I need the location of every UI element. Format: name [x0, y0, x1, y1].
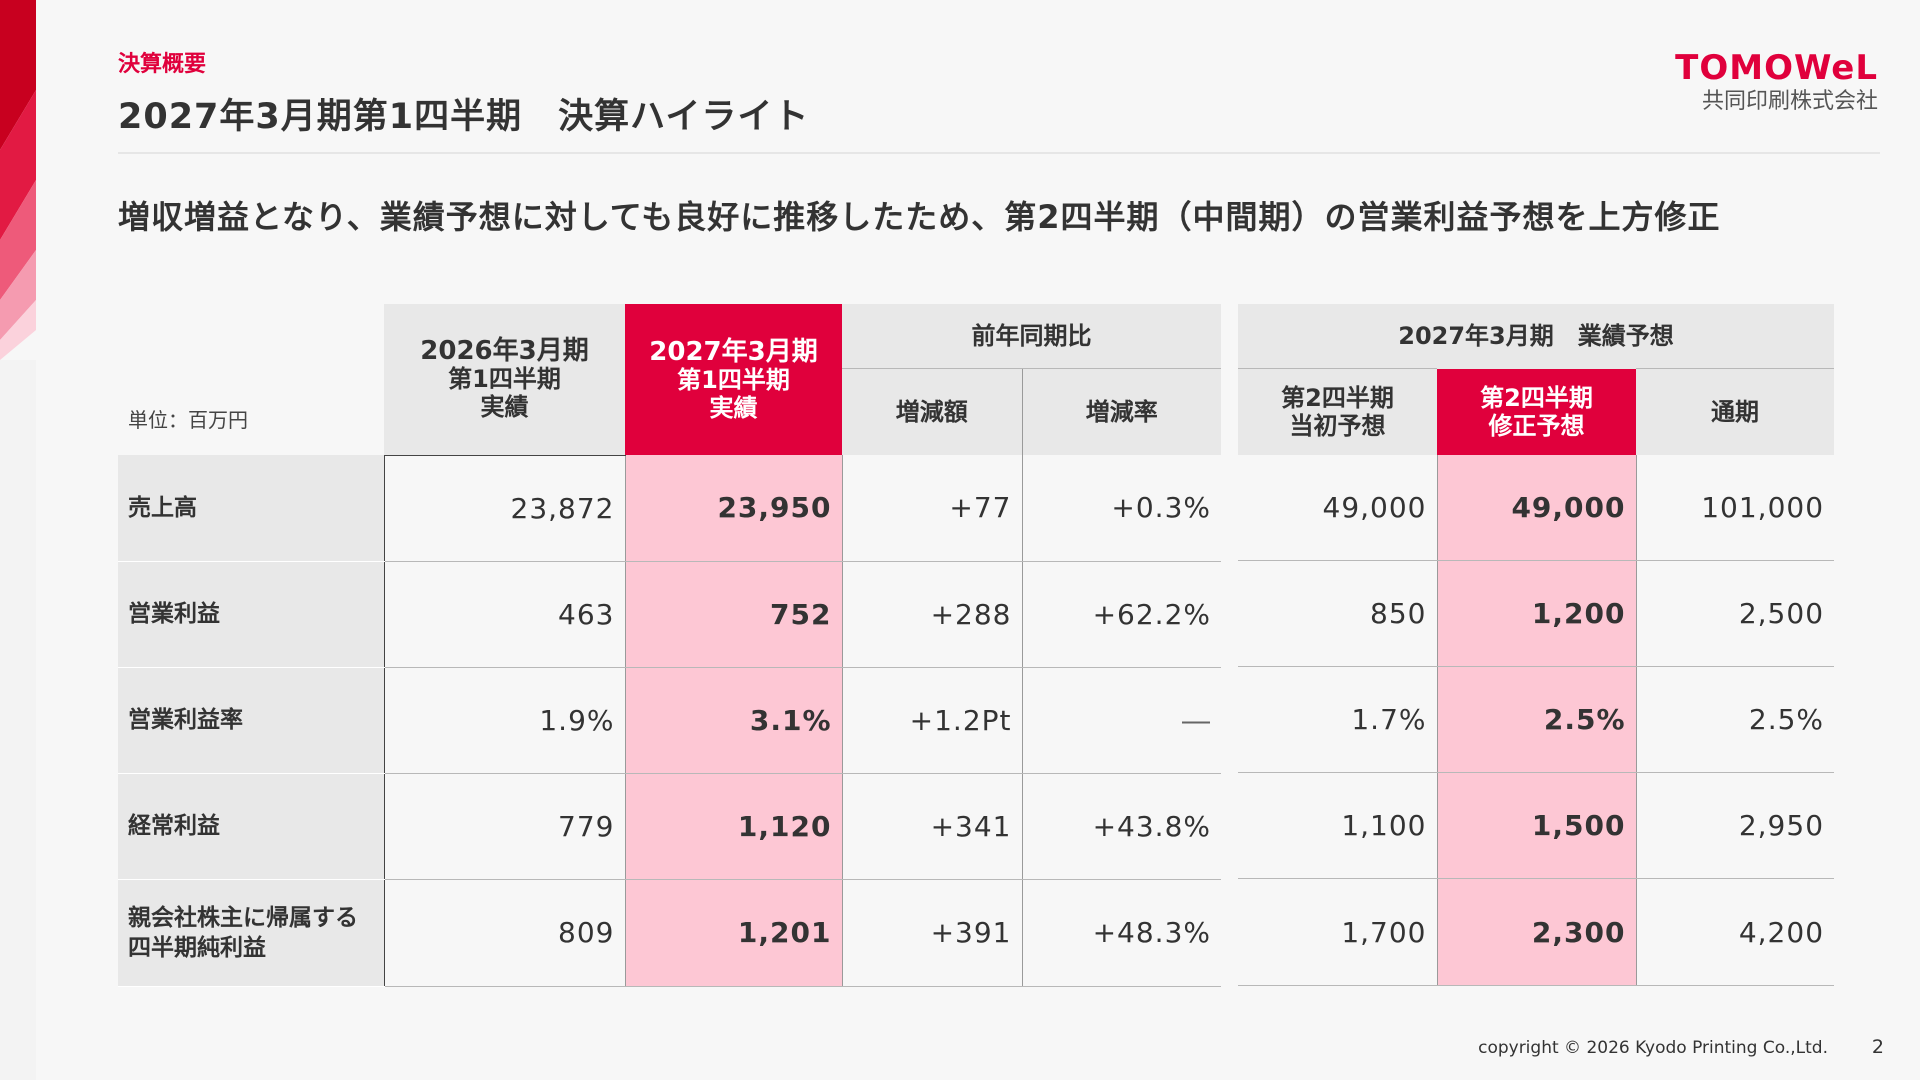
cell-full-year-operating-income: 2,500	[1635, 560, 1835, 667]
cell-rate-operating-margin: ―	[1021, 667, 1221, 774]
cell-diff-net-income: +391	[841, 879, 1022, 987]
col-header-q2-initial: 第2四半期 当初予想	[1238, 368, 1437, 455]
col-header-q2-revised: 第2四半期 修正予想	[1437, 368, 1636, 455]
logo-wordmark: TOMOWeL	[1675, 48, 1878, 88]
cell-q2-revised-ordinary-income: 1,500	[1436, 772, 1636, 879]
cell-q2-initial-ordinary-income: 1,100	[1238, 772, 1437, 879]
cell-curr-sales: 23,950	[624, 455, 842, 562]
headline: 増収増益となり、業績予想に対しても良好に推移したため、第2四半期（中間期）の営業…	[118, 198, 1721, 236]
row-label-operating-margin: 営業利益率	[118, 667, 384, 774]
logo-company-name: 共同印刷株式会社	[1701, 89, 1878, 114]
decorative-accent-strip	[0, 0, 36, 1080]
cell-diff-sales: +77	[841, 455, 1022, 562]
forecast-table: 2027年3月期 業績予想 第2四半期 当初予想 第2四半期 修正予想 通期 4…	[1238, 304, 1835, 986]
section-label: 決算概要	[118, 52, 207, 77]
cell-q2-initial-net-income: 1,700	[1238, 878, 1437, 986]
cell-rate-sales: +0.3%	[1021, 455, 1221, 562]
company-logo: TOMOWeL 共同印刷株式会社	[1675, 50, 1878, 116]
cell-prev-net-income: 809	[383, 879, 625, 987]
cell-q2-initial-operating-income: 850	[1238, 560, 1437, 667]
row-label-sales: 売上高	[118, 455, 384, 562]
cell-diff-operating-income: +288	[841, 561, 1022, 668]
cell-q2-revised-sales: 49,000	[1436, 455, 1636, 561]
col-header-full-year: 通期	[1636, 368, 1835, 455]
row-label-operating-income: 営業利益	[118, 561, 384, 668]
cell-full-year-ordinary-income: 2,950	[1635, 772, 1835, 879]
col-group-yoy: 前年同期比	[842, 304, 1221, 369]
cell-full-year-net-income: 4,200	[1635, 878, 1835, 986]
copyright: copyright © 2026 Kyodo Printing Co.,Ltd.	[1478, 1038, 1828, 1058]
cell-full-year-operating-margin: 2.5%	[1635, 666, 1835, 773]
cell-prev-ordinary-income: 779	[383, 773, 625, 880]
cell-q2-revised-operating-income: 1,200	[1436, 560, 1636, 667]
row-label-ordinary-income: 経常利益	[118, 773, 384, 880]
col-header-prev-actual: 2026年3月期 第1四半期 実績	[384, 304, 625, 455]
cell-curr-net-income: 1,201	[624, 879, 842, 987]
cell-q2-revised-net-income: 2,300	[1436, 878, 1636, 986]
cell-diff-operating-margin: +1.2Pt	[841, 667, 1022, 774]
results-table: 単位：百万円 2026年3月期 第1四半期 実績 2027年3月期 第1四半期 …	[118, 304, 1221, 987]
cell-q2-initial-sales: 49,000	[1238, 455, 1437, 561]
cell-curr-ordinary-income: 1,120	[624, 773, 842, 880]
cell-rate-ordinary-income: +43.8%	[1021, 773, 1221, 880]
col-header-change-rate: 増減率	[1021, 368, 1221, 455]
col-header-change-amount: 増減額	[842, 368, 1022, 455]
title-divider	[118, 152, 1880, 154]
cell-q2-initial-operating-margin: 1.7%	[1238, 666, 1437, 773]
cell-q2-revised-operating-margin: 2.5%	[1436, 666, 1636, 773]
col-header-curr-actual: 2027年3月期 第1四半期 実績	[625, 304, 842, 455]
cell-prev-operating-income: 463	[383, 561, 625, 668]
cell-prev-sales: 23,872	[383, 454, 625, 562]
cell-diff-ordinary-income: +341	[841, 773, 1022, 880]
cell-rate-net-income: +48.3%	[1021, 879, 1221, 987]
cell-full-year-sales: 101,000	[1635, 455, 1835, 561]
unit-label: 単位：百万円	[118, 304, 384, 455]
row-label-net-income: 親会社株主に帰属する 四半期純利益	[118, 879, 384, 987]
cell-curr-operating-income: 752	[624, 561, 842, 668]
col-group-forecast: 2027年3月期 業績予想	[1238, 304, 1835, 369]
page-title: 2027年3月期第1四半期 決算ハイライト	[118, 97, 810, 137]
cell-prev-operating-margin: 1.9%	[383, 667, 625, 774]
cell-curr-operating-margin: 3.1%	[624, 667, 842, 774]
page-number: 2	[1871, 1036, 1884, 1058]
cell-rate-operating-income: +62.2%	[1021, 561, 1221, 668]
